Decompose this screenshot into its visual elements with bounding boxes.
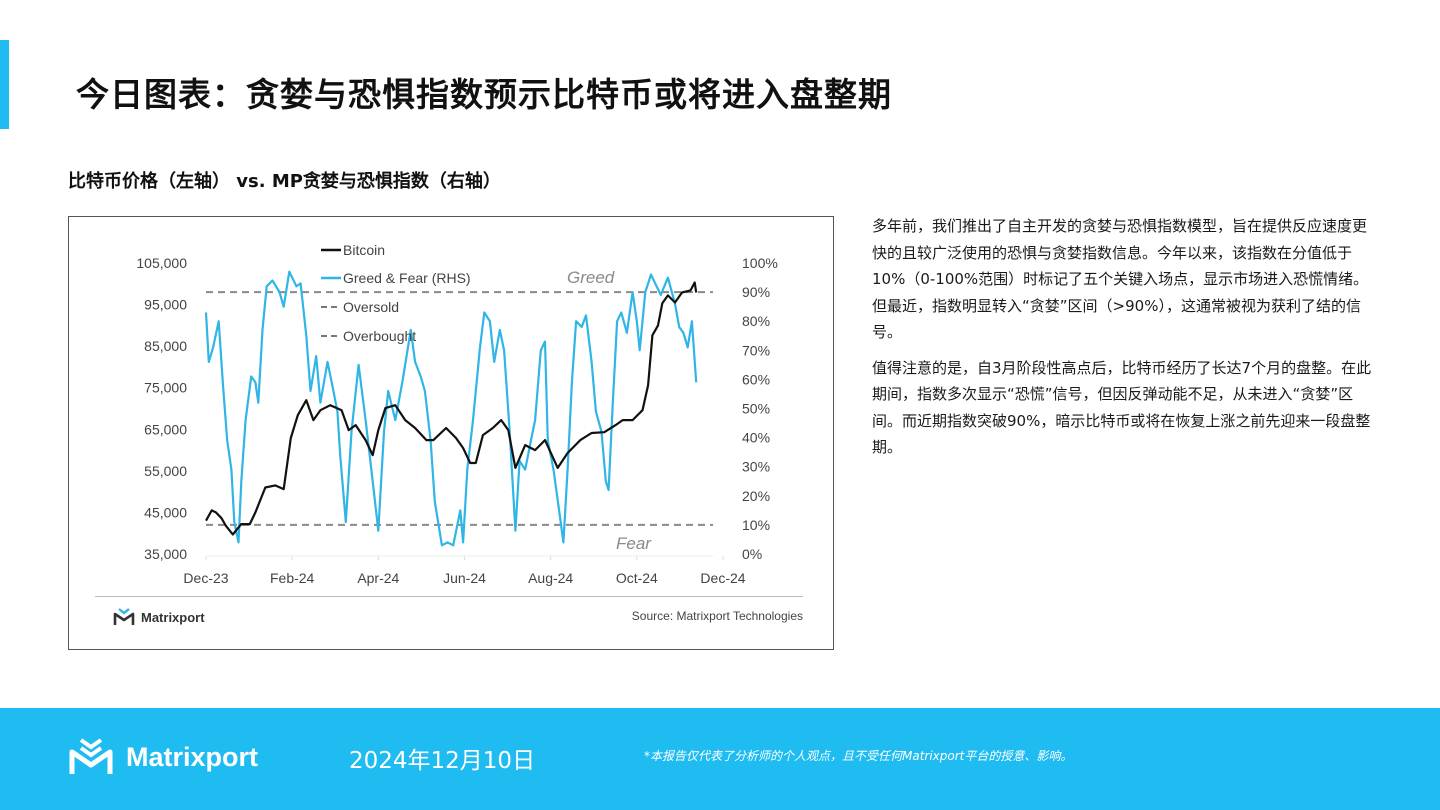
- left-axis-tick-label: 55,000: [144, 463, 187, 479]
- left-axis-tick-label: 85,000: [144, 338, 187, 354]
- legend-greed-fear-label: Greed & Fear (RHS): [343, 270, 471, 286]
- greed-fear-series-line: [204, 270, 698, 547]
- right-axis-tick-label: 100%: [742, 255, 778, 271]
- commentary: 多年前，我们推出了自主开发的贪婪与恐惧指数模型，旨在提供反应速度更快的且较广泛使…: [872, 213, 1372, 470]
- disclaimer: *本报告仅代表了分析师的个人观点，且不受任何Matrixport平台的授意、影响…: [644, 749, 1073, 763]
- chart-legend: Bitcoin Greed & Fear (RHS) Oversold Over…: [321, 242, 471, 344]
- bitcoin-series-line: [205, 281, 698, 536]
- x-axis-tick-label: Jun-24: [443, 570, 486, 586]
- right-axis-tick-label: 60%: [742, 371, 770, 387]
- x-axis-tick-label: Dec-24: [700, 570, 745, 586]
- footer-logo-text: Matrixport: [126, 741, 259, 772]
- x-axis-tick-label: Apr-24: [357, 570, 399, 586]
- right-axis-tick-label: 10%: [742, 517, 770, 533]
- right-axis-ticks: 0% 10% 20% 30% 40% 50% 60% 70% 80% 90% 100%: [742, 255, 778, 562]
- left-axis-tick-label: 75,000: [144, 380, 187, 396]
- left-axis-tick-label: 35,000: [144, 546, 187, 562]
- legend-bitcoin-label: Bitcoin: [343, 242, 385, 258]
- x-axis-tick-label: Oct-24: [616, 570, 658, 586]
- matrixport-logo-icon: [113, 608, 135, 625]
- chart-logo-text: Matrixport: [141, 609, 205, 625]
- left-axis-tick-label: 45,000: [144, 504, 187, 520]
- right-axis-tick-label: 70%: [742, 342, 770, 358]
- right-axis-tick-label: 40%: [742, 430, 770, 446]
- x-axis-tick-label: Dec-23: [183, 570, 228, 586]
- x-axis-tick-label: Aug-24: [528, 570, 573, 586]
- commentary-paragraph-2: 值得注意的是，自3月阶段性高点后，比特币经历了长达7个月的盘整。在此期间，指数多…: [872, 358, 1372, 457]
- right-axis-tick-label: 20%: [742, 488, 770, 504]
- title-accent-bar: [0, 40, 9, 129]
- x-axis-ticks: Dec-23 Feb-24 Apr-24 Jun-24 Aug-24 Oct-24 Dec-…: [183, 556, 746, 586]
- footer-bar: Matrixport 2024年12月10日 *本报告仅代表了分析师的个人观点，…: [0, 708, 1440, 810]
- legend-oversold-label: Oversold: [343, 299, 399, 315]
- report-date: 2024年12月10日: [349, 748, 536, 774]
- x-axis-tick-label: Feb-24: [270, 570, 315, 586]
- right-axis-tick-label: 30%: [742, 459, 770, 475]
- greed-annotation: Greed: [567, 268, 615, 287]
- left-axis-tick-label: 105,000: [136, 255, 187, 271]
- chart-matrixport-logo: Matrixport: [113, 608, 205, 626]
- matrixport-logo-icon: [69, 738, 113, 774]
- left-axis-ticks: 35,000 45,000 55,000 65,000 75,000 85,000 95,0…: [136, 255, 187, 562]
- left-axis-tick-label: 95,000: [144, 297, 187, 313]
- page-title: 今日图表：贪婪与恐惧指数预示比特币或将进入盘整期: [76, 75, 892, 114]
- chart-frame: 35,000 45,000 55,000 65,000 75,000 85,000 95,0…: [68, 216, 834, 650]
- right-axis-tick-label: 50%: [742, 401, 770, 417]
- chart-source: Source: Matrixport Technologies: [631, 609, 803, 623]
- commentary-paragraph-1: 多年前，我们推出了自主开发的贪婪与恐惧指数模型，旨在提供反应速度更快的且较广泛使…: [872, 217, 1369, 341]
- right-axis-tick-label: 80%: [742, 313, 770, 329]
- chart-footer-divider: [95, 596, 803, 597]
- left-axis-tick-label: 65,000: [144, 421, 187, 437]
- right-axis-tick-label: 0%: [742, 546, 762, 562]
- fear-annotation: Fear: [616, 534, 652, 553]
- legend-overbought-label: Overbought: [343, 328, 416, 344]
- footer-logo: Matrixport: [68, 738, 258, 776]
- chart-plot: 35,000 45,000 55,000 65,000 75,000 85,000 95,0…: [136, 242, 778, 586]
- right-axis-tick-label: 90%: [742, 284, 770, 300]
- chart-title: 比特币价格（左轴） vs. MP贪婪与恐惧指数（右轴）: [68, 171, 501, 192]
